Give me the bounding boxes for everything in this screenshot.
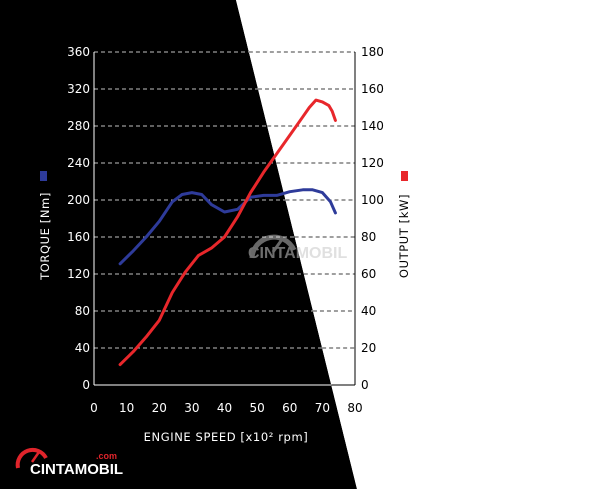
y-left-tick-label: 360 <box>67 45 90 59</box>
x-tick-label: 40 <box>217 401 232 415</box>
light-background <box>236 0 600 489</box>
y-right-tick-label: 160 <box>361 82 384 96</box>
logo-suffix: .com <box>96 451 117 461</box>
logo-text: CINTAMOBIL <box>30 461 123 478</box>
y-right-tick-label: 20 <box>361 341 376 355</box>
y-left-tick-label: 240 <box>67 156 90 170</box>
y-right-tick-label: 120 <box>361 156 384 170</box>
y-left-tick-label: 200 <box>67 193 90 207</box>
output-legend-marker <box>401 171 408 181</box>
y-left-tick-label: 120 <box>67 267 90 281</box>
y-left-tick-label: 280 <box>67 119 90 133</box>
center-watermark: CINTAMOBIL <box>248 234 347 262</box>
x-tick-label: 10 <box>119 401 134 415</box>
y-right-tick-label: 180 <box>361 45 384 59</box>
y-right-tick-label: 0 <box>361 378 369 392</box>
x-tick-label: 50 <box>249 401 264 415</box>
x-tick-label: 30 <box>184 401 199 415</box>
x-tick-label: 20 <box>152 401 167 415</box>
tick-labels: 0408012016020024028032036002040608010012… <box>67 45 384 415</box>
grid-lines <box>94 51 355 349</box>
y-left-tick-label: 160 <box>67 230 90 244</box>
y-axis-right-title: OUTPUT [kW] <box>397 194 411 278</box>
watermark-text: CINTAMOBIL <box>248 245 347 262</box>
dark-background <box>0 0 357 489</box>
y-axis-left-title: TORQUE [Nm] <box>38 192 52 281</box>
x-tick-label: 80 <box>347 401 362 415</box>
speedometer-icon <box>249 234 297 259</box>
y-right-tick-label: 40 <box>361 304 376 318</box>
output-series-line <box>118 98 337 367</box>
y-right-tick-label: 60 <box>361 267 376 281</box>
speedometer-icon <box>15 447 48 469</box>
series-lines <box>118 98 337 367</box>
torque-legend-marker <box>40 171 47 181</box>
x-tick-label: 0 <box>90 401 98 415</box>
y-left-tick-label: 80 <box>75 304 90 318</box>
torque-series-line <box>118 188 337 266</box>
axes <box>93 52 356 386</box>
y-right-tick-label: 80 <box>361 230 376 244</box>
y-right-tick-label: 140 <box>361 119 384 133</box>
y-left-tick-label: 320 <box>67 82 90 96</box>
x-tick-label: 60 <box>282 401 297 415</box>
x-axis-title: ENGINE SPEED [x10² rpm] <box>144 430 309 444</box>
y-left-tick-label: 0 <box>82 378 90 392</box>
y-left-tick-label: 40 <box>75 341 90 355</box>
y-right-tick-label: 100 <box>361 193 384 207</box>
cintamobil-logo: CINTAMOBIL .com <box>15 447 123 478</box>
x-tick-label: 70 <box>315 401 330 415</box>
